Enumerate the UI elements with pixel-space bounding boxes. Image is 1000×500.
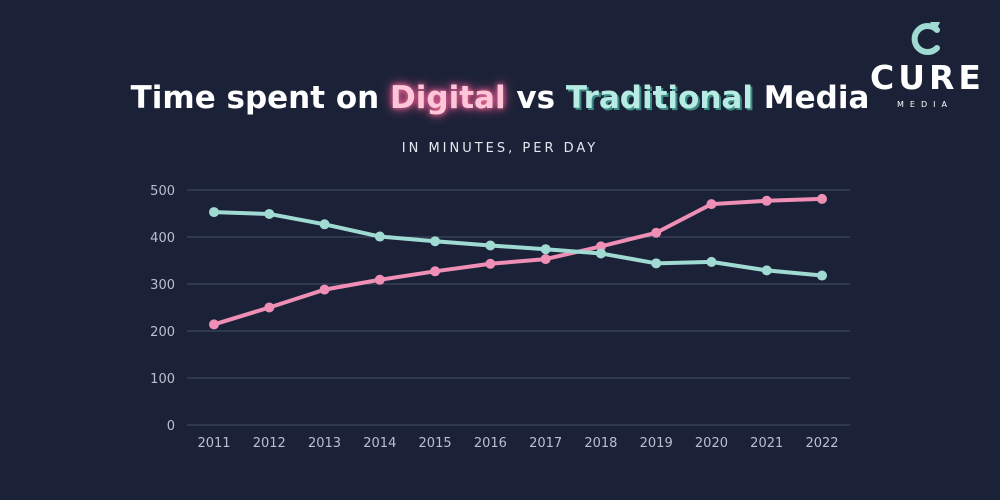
x-tick-label: 2016 — [474, 436, 507, 451]
y-tick-label: 400 — [150, 231, 175, 246]
series-line-digital — [213, 196, 823, 327]
data-point-traditional — [430, 236, 441, 247]
data-point-traditional — [209, 207, 219, 218]
title-digital: Digital — [390, 80, 506, 116]
data-point-digital — [706, 199, 717, 210]
x-tick-label: 2018 — [584, 436, 617, 451]
x-tick-label: 2013 — [308, 436, 341, 451]
y-tick-label: 0 — [167, 419, 175, 434]
data-point-traditional — [651, 258, 662, 269]
data-point-traditional — [264, 208, 275, 219]
y-tick-label: 100 — [150, 372, 175, 387]
data-point-digital — [651, 227, 662, 238]
data-point-traditional — [485, 240, 496, 251]
x-tick-label: 2012 — [253, 436, 286, 451]
chart-title: Time spent on Digital vs Traditional Med… — [0, 80, 1000, 116]
title-part-1: Time spent on — [130, 80, 380, 116]
chart-subtitle: IN MINUTES, PER DAY — [401, 141, 599, 156]
x-tick-label: 2021 — [750, 436, 783, 451]
cure-media-logo: CURE MEDIA — [870, 18, 985, 118]
x-tick-label: 2015 — [419, 436, 452, 451]
data-point-digital — [264, 302, 275, 313]
data-point-traditional — [706, 256, 717, 267]
data-point-digital — [761, 195, 772, 206]
x-tick-label: 2019 — [640, 436, 673, 451]
title-traditional: Traditional — [565, 80, 753, 116]
refresh-c-icon — [911, 22, 940, 55]
y-tick-label: 500 — [150, 184, 175, 199]
y-tick-label: 300 — [150, 278, 175, 293]
data-point-digital — [540, 254, 551, 265]
series-line-traditional — [213, 210, 823, 278]
x-tick-label: 2020 — [695, 436, 728, 451]
x-tick-label: 2022 — [805, 436, 838, 451]
data-point-traditional — [540, 244, 551, 255]
data-point-digital — [485, 258, 496, 269]
data-point-traditional — [761, 265, 772, 276]
logo-wordmark: CURE — [870, 58, 985, 97]
x-tick-label: 2014 — [363, 436, 396, 451]
data-point-digital — [209, 319, 219, 330]
data-point-traditional — [595, 248, 606, 259]
data-point-digital — [374, 274, 385, 285]
data-point-digital — [319, 284, 330, 295]
data-point-digital — [430, 266, 441, 277]
y-tick-label: 200 — [150, 325, 175, 340]
x-tick-label: 2011 — [197, 436, 230, 451]
logo-subtext: MEDIA — [897, 100, 953, 109]
data-point-digital — [817, 193, 827, 204]
data-point-digital — [595, 241, 606, 252]
x-tick-label: 2017 — [529, 436, 562, 451]
title-part-media: Media — [763, 80, 870, 116]
data-point-traditional — [817, 270, 827, 281]
data-point-traditional — [319, 219, 330, 230]
data-point-traditional — [374, 231, 385, 242]
title-part-vs: vs — [516, 80, 556, 116]
